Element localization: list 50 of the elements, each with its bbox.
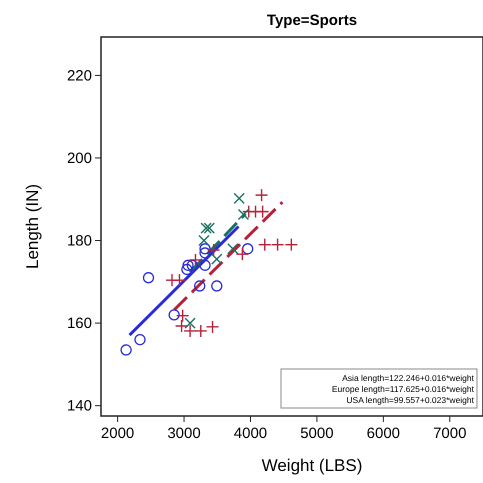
point <box>254 188 268 202</box>
point <box>142 272 154 284</box>
point <box>134 334 146 346</box>
point <box>200 222 212 234</box>
point <box>256 204 270 218</box>
y-axis-title: Length (IN) <box>23 184 42 270</box>
annotation: USA length=99.557+0.023*weight <box>346 395 475 405</box>
point <box>206 243 220 257</box>
point <box>194 324 208 338</box>
point <box>227 243 239 254</box>
point <box>238 208 250 220</box>
y-tick-label: 220 <box>66 67 92 84</box>
point <box>242 243 254 254</box>
point <box>188 253 202 267</box>
point <box>172 273 186 287</box>
point <box>199 247 211 259</box>
x-axis-title: Weight (LBS) <box>262 456 362 475</box>
point <box>120 344 132 356</box>
point <box>182 260 194 271</box>
annotation: Europe length=117.625+0.016*weight <box>332 384 475 394</box>
point <box>184 317 196 329</box>
point <box>284 238 298 252</box>
y-tick-label: 200 <box>66 150 92 167</box>
annotation: Asia length=122.246+0.016*weight <box>342 373 475 383</box>
point <box>206 320 220 334</box>
y-tick-label: 180 <box>66 232 92 250</box>
point <box>211 280 222 292</box>
point <box>181 264 193 276</box>
point <box>176 308 190 322</box>
point <box>199 260 211 271</box>
point <box>204 222 215 234</box>
y-tick-label: 140 <box>66 398 92 415</box>
x-tick-label: 4000 <box>234 425 268 442</box>
chart-title: Type=Sports <box>266 12 358 29</box>
point <box>270 238 284 252</box>
point <box>186 260 198 271</box>
point <box>236 247 250 261</box>
point <box>199 243 211 254</box>
x-tick-label: 3000 <box>167 425 201 442</box>
x-tick-label: 5000 <box>300 425 334 442</box>
x-tick-label: 2000 <box>100 425 134 442</box>
point <box>211 253 222 265</box>
point <box>258 238 272 252</box>
point <box>198 234 210 246</box>
x-tick-label: 6000 <box>366 425 400 442</box>
point <box>168 309 180 320</box>
x-tick-label: 7000 <box>433 425 466 442</box>
point <box>233 192 245 204</box>
point <box>194 280 206 292</box>
y-tick-label: 160 <box>66 315 92 332</box>
